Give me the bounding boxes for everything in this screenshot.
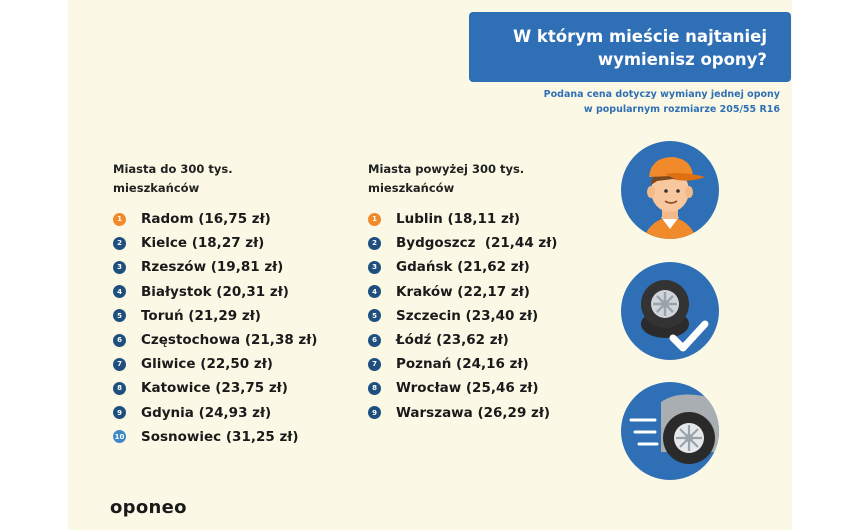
city-price-text: Bydgoszcz (21,44 zł) — [396, 235, 558, 252]
rank-badge: 2 — [368, 236, 381, 250]
right-column-heading: Miasta powyżej 300 tys. mieszkańców — [368, 160, 524, 198]
oponeo-logo: oponeo — [110, 497, 187, 518]
city-price-text: Łódź (23,62 zł) — [396, 332, 509, 349]
rank-badge: 9 — [368, 406, 381, 420]
city-price-text: Gdynia (24,93 zł) — [141, 404, 272, 421]
city-list-item: 2 Bydgoszcz (21,44 zł) — [368, 231, 557, 255]
city-price-text: Toruń (21,29 zł) — [141, 307, 261, 324]
city-list-item: 5 Szczecin (23,40 zł) — [368, 304, 557, 328]
city-price-text: Częstochowa (21,38 zł) — [141, 332, 318, 349]
rank-badge: 9 — [113, 406, 126, 420]
rank-badge: 3 — [113, 260, 126, 274]
city-price-text: Gdańsk (21,62 zł) — [396, 259, 530, 276]
city-price-text: Kraków (22,17 zł) — [396, 283, 530, 300]
city-list-item: 9 Warszawa (26,29 zł) — [368, 401, 557, 425]
rank-badge: 1 — [368, 212, 381, 226]
subtitle-line-1: Podana cena dotyczy wymiany jednej opony — [543, 89, 780, 100]
city-list-item: 3 Gdańsk (21,62 zł) — [368, 255, 557, 279]
city-list-item: 4 Kraków (22,17 zł) — [368, 280, 557, 304]
rank-badge: 6 — [113, 333, 126, 347]
title-line-2: wymienisz opony? — [597, 50, 767, 69]
city-list-item: 7 Poznań (24,16 zł) — [368, 352, 557, 376]
title-banner: W którym mieście najtaniej wymienisz opo… — [469, 12, 791, 82]
city-price-text: Lublin (18,11 zł) — [396, 211, 521, 228]
city-price-text: Rzeszów (19,81 zł) — [141, 259, 284, 276]
city-list-item: 4 Białystok (20,31 zł) — [113, 280, 317, 304]
city-price-text: Katowice (23,75 zł) — [141, 380, 288, 397]
rank-badge: 8 — [113, 381, 126, 395]
rank-badge: 5 — [113, 309, 126, 323]
right-city-list: 1 Lublin (18,11 zł) 2 Bydgoszcz (21,44 zł) 3… — [368, 207, 557, 425]
rank-badge: 8 — [368, 381, 381, 395]
city-list-item: 1 Radom (16,75 zł) — [113, 207, 317, 231]
city-list-item: 6 Częstochowa (21,38 zł) — [113, 328, 317, 352]
rank-badge: 1 — [113, 212, 126, 226]
left-heading-line-2: mieszkańców — [113, 181, 200, 195]
left-city-list: 1 Radom (16,75 zł) 2 Kielce (18,27 zł) 3 Rzes… — [113, 207, 317, 449]
city-list-item: 9 Gdynia (24,93 zł) — [113, 401, 317, 425]
city-price-text: Wrocław (25,46 zł) — [396, 380, 539, 397]
subtitle: Podana cena dotyczy wymiany jednej opony… — [470, 87, 780, 117]
city-price-text: Białystok (20,31 zł) — [141, 283, 289, 300]
right-heading-line-1: Miasta powyżej 300 tys. — [368, 162, 525, 176]
city-list-item: 8 Wrocław (25,46 zł) — [368, 376, 557, 400]
city-price-text: Radom (16,75 zł) — [141, 211, 271, 228]
city-list-item: 1 Lublin (18,11 zł) — [368, 207, 557, 231]
rank-badge: 3 — [368, 260, 381, 274]
city-list-item: 3 Rzeszów (19,81 zł) — [113, 255, 317, 279]
rank-badge: 4 — [368, 285, 381, 299]
city-price-text: Warszawa (26,29 zł) — [396, 404, 551, 421]
rank-badge: 7 — [113, 357, 126, 371]
subtitle-line-2: w popularnym rozmiarze 205/55 R16 — [583, 104, 780, 115]
city-list-item: 5 Toruń (21,29 zł) — [113, 304, 317, 328]
left-column-heading: Miasta do 300 tys. mieszkańców — [113, 160, 233, 198]
city-price-text: Szczecin (23,40 zł) — [396, 307, 539, 324]
car-wheel-icon — [621, 382, 719, 480]
city-list-item: 8 Katowice (23,75 zł) — [113, 376, 317, 400]
rank-badge: 5 — [368, 309, 381, 323]
rank-badge: 2 — [113, 236, 126, 250]
rank-badge: 7 — [368, 357, 381, 371]
city-price-text: Sosnowiec (31,25 zł) — [141, 428, 299, 445]
mechanic-icon — [621, 141, 719, 239]
rank-badge: 6 — [368, 333, 381, 347]
city-list-item: 2 Kielce (18,27 zł) — [113, 231, 317, 255]
rank-badge: 4 — [113, 285, 126, 299]
right-heading-line-2: mieszkańców — [368, 181, 455, 195]
left-heading-line-1: Miasta do 300 tys. — [113, 162, 233, 176]
rank-badge: 10 — [113, 430, 126, 444]
city-price-text: Poznań (24,16 zł) — [396, 356, 529, 373]
city-price-text: Kielce (18,27 zł) — [141, 235, 265, 252]
city-list-item: 10 Sosnowiec (31,25 zł) — [113, 425, 317, 449]
city-price-text: Gliwice (22,50 zł) — [141, 356, 273, 373]
tire-check-icon — [621, 262, 719, 360]
city-list-item: 7 Gliwice (22,50 zł) — [113, 352, 317, 376]
title-line-1: W którym mieście najtaniej — [512, 27, 767, 46]
city-list-item: 6 Łódź (23,62 zł) — [368, 328, 557, 352]
